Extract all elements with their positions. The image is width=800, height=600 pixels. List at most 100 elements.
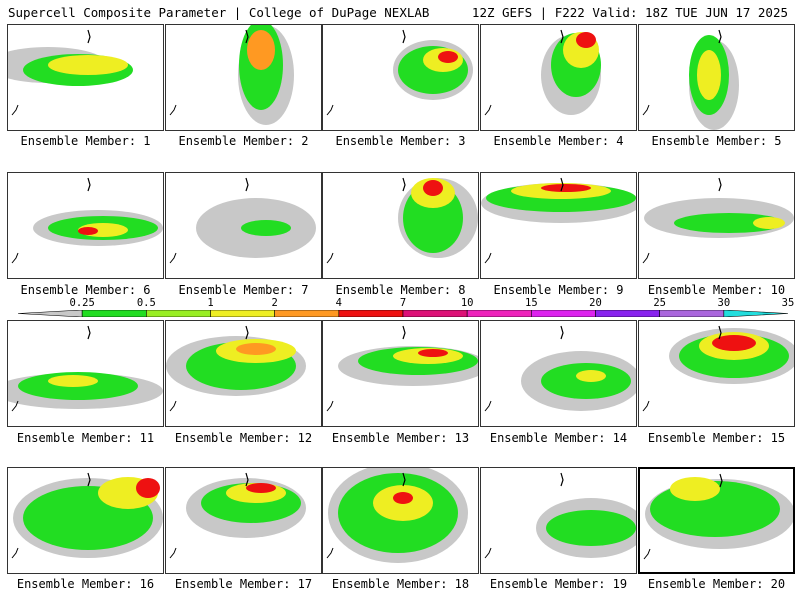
- member-caption: Ensemble Member: 10: [647, 283, 786, 297]
- scp-contour-field: [484, 472, 636, 559]
- ensemble-member-map: [165, 320, 322, 427]
- color-scale-segment: [18, 310, 83, 317]
- coastline: [326, 547, 334, 559]
- coastline: [326, 104, 334, 116]
- contour-shape: [48, 55, 128, 75]
- coastline: [719, 473, 723, 488]
- scp-contour-field: [8, 29, 133, 116]
- ensemble-member-map: [480, 172, 637, 279]
- color-scale-tick-label: 35: [781, 297, 795, 309]
- color-scale-tick-label: 2: [271, 297, 278, 309]
- contour-shape: [246, 483, 276, 493]
- color-scale-segment: [146, 310, 211, 317]
- ensemble-member-map: [322, 24, 479, 131]
- color-scale: 0.25 0.5 1 2 4 7 10 15 20 25 30 35: [18, 297, 794, 319]
- scp-contour-field: [481, 177, 636, 264]
- member-caption: Ensemble Member: 11: [16, 431, 155, 445]
- coastline: [642, 252, 650, 264]
- color-scale-segment: [274, 310, 340, 317]
- scp-contour-field: [643, 473, 793, 560]
- contour-shape: [393, 492, 413, 504]
- coastline: [718, 177, 722, 192]
- member-caption: Ensemble Member: 18: [331, 577, 470, 591]
- color-scale-segment: [210, 310, 275, 317]
- coastline: [560, 177, 564, 192]
- coastline: [169, 104, 177, 116]
- ensemble-member-map: [638, 467, 795, 574]
- member-caption: Ensemble Member: 2: [178, 134, 309, 148]
- scp-contour-field: [326, 325, 478, 412]
- scp-contour-field: [169, 472, 306, 559]
- member-caption: Ensemble Member: 15: [647, 431, 786, 445]
- scp-contour-field: [8, 325, 163, 412]
- ensemble-member-map: [638, 320, 795, 427]
- ensemble-member-map: [7, 467, 164, 574]
- member-caption: Ensemble Member: 19: [489, 577, 628, 591]
- scp-contour-field: [326, 468, 468, 563]
- color-scale-bar: [18, 310, 788, 317]
- coastline: [484, 252, 492, 264]
- ensemble-member-map: [165, 467, 322, 574]
- scp-contour-field: [326, 29, 473, 116]
- color-scale-tick-label: 4: [335, 297, 342, 309]
- contour-shape: [418, 349, 448, 357]
- contour-shape: [136, 478, 160, 498]
- coastline: [402, 177, 406, 192]
- member-caption: Ensemble Member: 4: [493, 134, 624, 148]
- contour-shape: [247, 30, 275, 70]
- scp-contour-field: [484, 325, 636, 412]
- contour-shape: [576, 32, 596, 48]
- contour-shape: [546, 510, 636, 546]
- coastline: [326, 252, 334, 264]
- ensemble-member-map: [7, 24, 164, 131]
- coastline: [402, 325, 406, 340]
- contour-shape: [712, 335, 756, 351]
- coastline: [560, 29, 564, 44]
- color-scale-segment: [466, 310, 532, 317]
- color-scale-tick-label: 1: [207, 297, 214, 309]
- coastline: [484, 104, 492, 116]
- member-caption: Ensemble Member: 13: [331, 431, 470, 445]
- member-caption: Ensemble Member: 12: [174, 431, 313, 445]
- scp-contour-field: [169, 25, 294, 125]
- member-caption: Ensemble Member: 16: [16, 577, 155, 591]
- contour-shape: [423, 180, 443, 196]
- contour-shape: [697, 50, 721, 100]
- scp-contour-field: [642, 325, 794, 412]
- coastline: [402, 472, 406, 487]
- ensemble-member-map: [7, 320, 164, 427]
- coastline: [11, 400, 19, 412]
- color-scale-tick-label: 15: [525, 297, 538, 309]
- contour-shape: [48, 375, 98, 387]
- color-scale-segment: [81, 310, 147, 317]
- ensemble-member-map: [322, 172, 479, 279]
- member-caption: Ensemble Member: 3: [335, 134, 466, 148]
- scp-contour-field: [642, 29, 739, 130]
- coastline: [87, 325, 91, 340]
- coastline: [560, 325, 564, 340]
- contour-shape: [674, 213, 784, 233]
- coastline: [11, 104, 19, 116]
- coastline: [11, 252, 19, 264]
- coastline: [484, 547, 492, 559]
- coastline: [245, 29, 249, 44]
- scp-contour-field: [326, 177, 478, 264]
- contour-shape: [241, 220, 291, 236]
- member-caption: Ensemble Member: 17: [174, 577, 313, 591]
- contour-shape: [576, 370, 606, 382]
- member-caption: Ensemble Member: 6: [20, 283, 151, 297]
- run-valid-time: 12Z GEFS | F222 Valid: 18Z TUE JUN 17 20…: [471, 5, 788, 20]
- coastline: [642, 400, 650, 412]
- scp-contour-field: [11, 177, 163, 264]
- coastline: [642, 104, 650, 116]
- color-scale-tick-label: 20: [589, 297, 602, 309]
- coastline: [169, 252, 177, 264]
- contour-shape: [753, 217, 785, 229]
- coastline: [245, 472, 249, 487]
- coastline: [402, 29, 406, 44]
- contour-shape: [438, 51, 458, 63]
- product-title: Supercell Composite Parameter | College …: [8, 5, 430, 20]
- coastline: [87, 472, 91, 487]
- member-caption: Ensemble Member: 1: [20, 134, 151, 148]
- member-caption: Ensemble Member: 9: [493, 283, 624, 297]
